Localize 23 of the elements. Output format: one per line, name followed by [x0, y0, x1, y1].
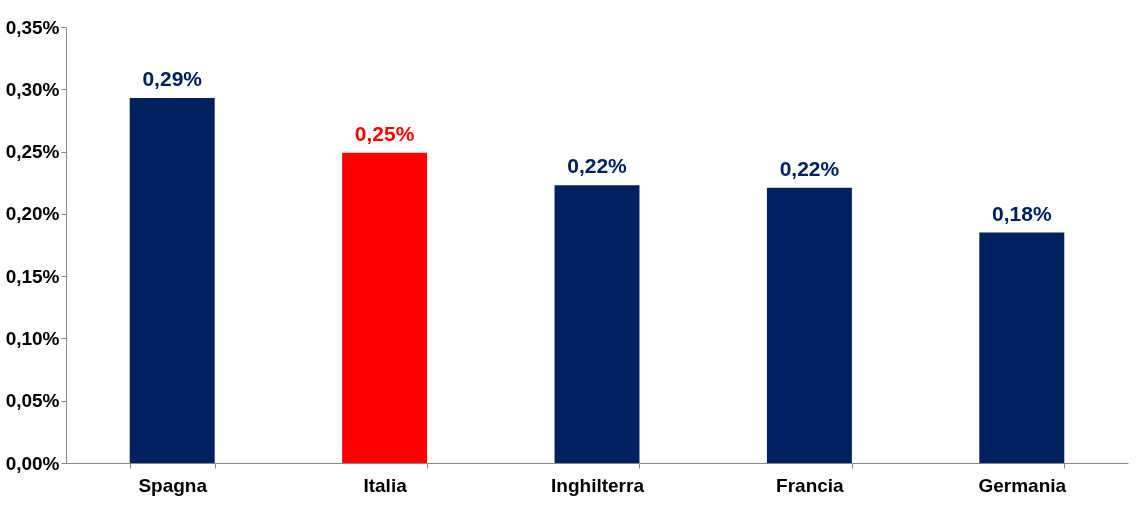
y-tick-label: 0,05%: [5, 390, 60, 412]
data-label: 0,18%: [992, 201, 1052, 225]
y-tick-label: 0,20%: [5, 203, 60, 225]
bar: [342, 152, 428, 463]
y-tick-label: 0,15%: [5, 265, 60, 287]
data-label: 0,25%: [354, 121, 415, 145]
y-tick-label: 0,25%: [5, 141, 60, 163]
bar: [766, 187, 852, 463]
x-tick-label: Francia: [776, 474, 845, 496]
x-tick-label: Italia: [363, 474, 408, 496]
y-tick-label: 0,00%: [5, 452, 60, 474]
y-tick-label: 0,35%: [5, 16, 60, 38]
x-tick-label: Inghilterra: [551, 474, 645, 496]
y-tick-label: 0,30%: [5, 78, 60, 100]
data-label: 0,22%: [779, 156, 840, 180]
x-tick-label: Germania: [978, 474, 1067, 496]
x-tick-label: Spagna: [138, 474, 208, 496]
data-label: 0,22%: [567, 154, 628, 178]
bar: [554, 185, 640, 463]
bar: [129, 98, 215, 463]
y-tick-label: 0,10%: [5, 327, 60, 349]
data-label: 0,29%: [142, 67, 203, 91]
bar: [979, 232, 1065, 463]
